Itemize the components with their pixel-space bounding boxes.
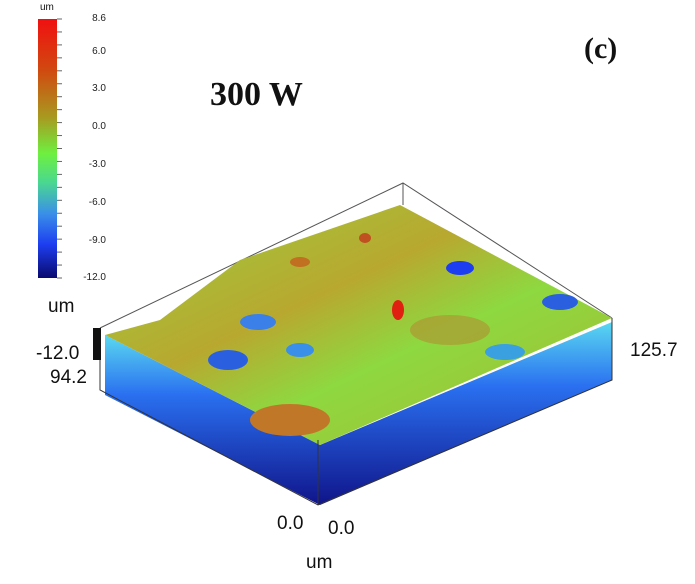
y-axis-max-label: 94.2 — [50, 367, 87, 388]
colorbar-tick: -3.0 — [88, 159, 106, 170]
z-axis-ticks — [93, 328, 101, 360]
colorbar-tick: 6.0 — [92, 46, 106, 57]
surface-left-wall — [105, 335, 320, 505]
surface-right-wall — [320, 322, 612, 505]
x-axis-unit: um — [306, 552, 333, 573]
x-axis-min-label: 0.0 — [328, 518, 355, 539]
z-axis-min-label: -12.0 — [36, 343, 80, 364]
colorbar — [38, 19, 57, 278]
colorbar-ticks — [57, 18, 62, 279]
colorbar-tick: 8.6 — [92, 13, 106, 24]
colorbar-tick: 3.0 — [92, 83, 106, 94]
chart-title: 300 W — [210, 76, 303, 113]
x-axis-max-label: 125.7 — [630, 340, 678, 361]
z-axis-unit: um — [48, 296, 75, 317]
colorbar-tick: -6.0 — [88, 197, 106, 208]
colorbar-unit: um — [40, 2, 54, 13]
colorbar-tick: -12.0 — [83, 272, 106, 283]
y-axis-min-label: 0.0 — [277, 513, 304, 534]
panel-label: (c) — [584, 32, 618, 65]
colorbar-tick: -9.0 — [88, 235, 106, 246]
colorbar-tick: 0.0 — [92, 121, 106, 132]
surface-top — [105, 205, 612, 445]
surface-pits — [208, 233, 578, 436]
